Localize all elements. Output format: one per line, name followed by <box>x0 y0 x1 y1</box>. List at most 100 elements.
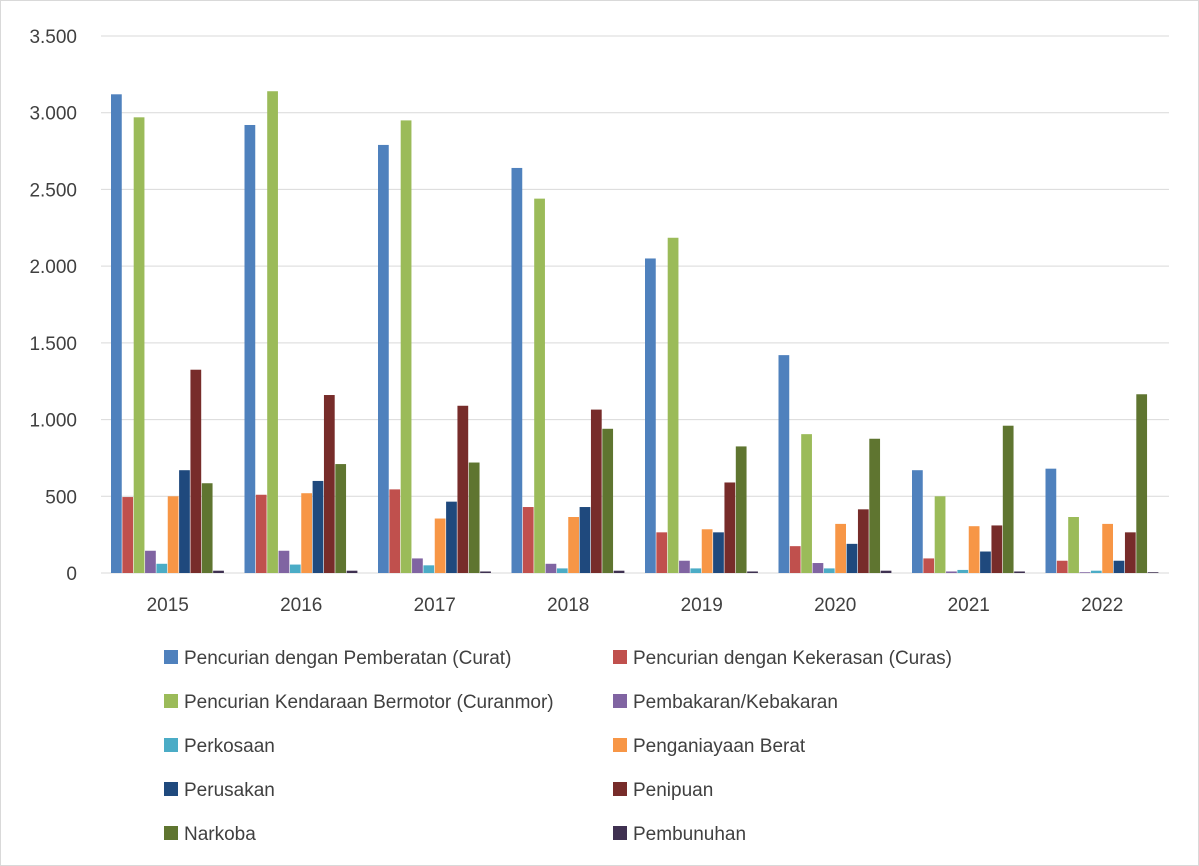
bar <box>346 570 358 573</box>
bar <box>957 569 969 573</box>
bar <box>656 532 668 573</box>
legend-swatch <box>613 694 627 708</box>
bar <box>255 494 267 573</box>
legend-swatch <box>164 694 178 708</box>
bar <box>880 570 892 573</box>
bar <box>1002 425 1014 573</box>
bar <box>335 464 347 573</box>
y-tick-label: 2.000 <box>29 257 77 278</box>
bar <box>1014 571 1025 573</box>
bar <box>1113 560 1125 573</box>
bar <box>602 428 614 573</box>
bar <box>846 543 858 573</box>
bar <box>145 550 156 573</box>
bar <box>289 564 301 573</box>
bar <box>613 570 625 573</box>
bar <box>1079 572 1091 573</box>
bar <box>568 517 579 573</box>
bar <box>857 509 869 573</box>
y-tick-label: 500 <box>45 487 77 508</box>
bar <box>244 124 256 574</box>
bar <box>1056 560 1068 573</box>
bar <box>1068 517 1079 573</box>
legend-swatch <box>164 650 178 664</box>
bar <box>968 526 980 573</box>
bar <box>1045 468 1057 573</box>
y-tick-label: 1.000 <box>29 411 77 432</box>
bar <box>801 434 812 573</box>
bar <box>190 369 202 573</box>
legend-swatch <box>613 738 627 752</box>
bar <box>923 558 935 573</box>
bar <box>1124 532 1136 573</box>
x-tick-label: 2019 <box>681 595 723 616</box>
bar <box>312 480 324 573</box>
bar <box>667 237 679 573</box>
bar <box>747 571 758 573</box>
legend-label: Penganiayaan Berat <box>633 736 806 757</box>
bar <box>457 405 469 573</box>
bar <box>213 570 224 573</box>
bar <box>1090 570 1102 573</box>
bar <box>389 489 401 573</box>
y-tick-label: 2.500 <box>29 180 77 201</box>
bar <box>378 144 389 573</box>
bar <box>679 560 690 573</box>
bar <box>735 446 747 573</box>
bar <box>645 258 656 573</box>
bar <box>912 470 923 573</box>
bar <box>400 120 412 573</box>
bar <box>468 462 480 573</box>
bar <box>556 568 568 573</box>
legend-swatch <box>613 826 627 840</box>
bar <box>701 529 713 573</box>
x-tick-label: 2018 <box>547 595 589 616</box>
legend-label: Perkosaan <box>184 736 275 757</box>
bar <box>835 523 846 573</box>
legend-swatch <box>613 650 627 664</box>
bar <box>412 558 423 573</box>
bar <box>278 550 290 573</box>
legend-swatch <box>164 782 178 796</box>
legend-swatch <box>164 738 178 752</box>
legend-label: Pencurian dengan Kekerasan (Curas) <box>633 648 952 669</box>
bar <box>946 571 957 573</box>
bar <box>545 563 557 573</box>
bar <box>423 565 435 573</box>
x-tick-label: 2020 <box>814 595 856 616</box>
legend-swatch <box>613 782 627 796</box>
bar <box>167 496 179 573</box>
bar <box>201 483 213 573</box>
bar <box>522 507 534 573</box>
bar <box>301 493 312 573</box>
legend-label: Penipuan <box>633 780 713 801</box>
bar <box>690 568 702 573</box>
bar <box>434 518 446 573</box>
legend-label: Perusakan <box>184 780 275 801</box>
bar <box>590 409 602 573</box>
bar <box>991 525 1003 573</box>
bar <box>111 94 122 574</box>
bar <box>179 470 190 573</box>
x-tick-label: 2016 <box>280 595 322 616</box>
bar <box>579 507 591 573</box>
bar <box>122 497 134 573</box>
x-tick-label: 2021 <box>948 595 990 616</box>
bar <box>534 198 545 573</box>
x-tick-label: 2017 <box>414 595 456 616</box>
x-tick-label: 2015 <box>147 595 189 616</box>
bar <box>1136 394 1148 573</box>
y-tick-label: 1.500 <box>29 334 77 355</box>
bar <box>789 546 801 573</box>
bar <box>133 117 145 573</box>
legend-label: Narkoba <box>184 824 256 845</box>
bar <box>323 395 335 573</box>
y-tick-label: 0 <box>66 564 77 585</box>
bar <box>823 568 835 573</box>
bar <box>713 532 724 573</box>
legend-label: Pencurian Kendaraan Bermotor (Curanmor) <box>184 692 554 713</box>
y-tick-label: 3.000 <box>29 104 77 125</box>
bar <box>812 563 824 573</box>
